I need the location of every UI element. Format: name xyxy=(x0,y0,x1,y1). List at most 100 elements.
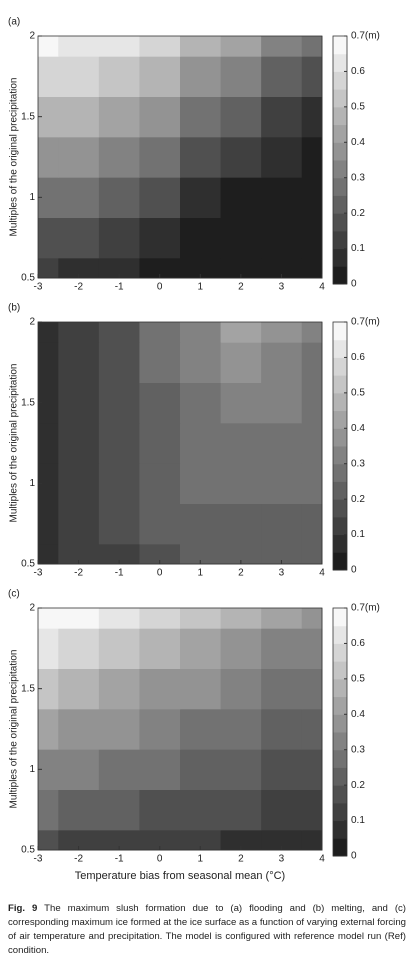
colorbar-tick-label: 0.7(m) xyxy=(351,317,380,328)
contour-cell xyxy=(38,96,59,138)
x-tick-label: 3 xyxy=(279,568,285,579)
contour-cell xyxy=(98,608,140,629)
x-tick-label: -3 xyxy=(34,854,43,865)
contour-cell xyxy=(98,217,140,259)
contour-cell xyxy=(139,342,181,383)
contour-cell xyxy=(180,829,222,851)
contour-cell xyxy=(58,608,100,629)
contour-cell xyxy=(261,382,303,424)
colorbar-band xyxy=(333,446,347,465)
contour-cell xyxy=(98,463,140,504)
contour-cell xyxy=(220,503,262,545)
y-tick-label: 2 xyxy=(29,31,35,42)
contour-cell xyxy=(38,136,59,178)
contour-cell xyxy=(261,422,303,464)
contour-cell xyxy=(301,136,323,178)
contour-cell xyxy=(139,56,181,97)
colorbar-band xyxy=(333,195,347,214)
contour-cell xyxy=(180,608,222,629)
contour-cell xyxy=(301,463,323,504)
colorbar-band xyxy=(333,714,347,733)
colorbar-band xyxy=(333,428,347,447)
contour-cell xyxy=(261,342,303,383)
colorbar-band xyxy=(333,749,347,768)
colorbar-tick-label: 0.3 xyxy=(351,744,365,755)
contour-cell xyxy=(301,789,323,831)
colorbar-band xyxy=(333,124,347,143)
contour-cell xyxy=(98,257,140,279)
contour-cell xyxy=(261,56,303,97)
plot-frame xyxy=(37,607,323,851)
contour-cell xyxy=(220,56,262,97)
contour-cell xyxy=(261,217,303,259)
contour-cell xyxy=(58,463,100,504)
x-tick-label: 1 xyxy=(198,568,204,579)
x-tick-label: 1 xyxy=(198,282,204,293)
x-tick-label: 4 xyxy=(319,282,325,293)
y-tick-label: 1.5 xyxy=(21,683,35,694)
contour-cell xyxy=(98,422,140,464)
contour-cell xyxy=(220,342,262,383)
y-tick-label: 0.5 xyxy=(21,559,35,570)
contour-cell xyxy=(301,177,323,218)
y-tick-label: 1.5 xyxy=(21,111,35,122)
contour-cell xyxy=(58,749,100,790)
contour-cell xyxy=(38,543,59,565)
contour-cell xyxy=(301,422,323,464)
colorbar-tick-label: 0.7(m) xyxy=(351,603,380,614)
contour-cell xyxy=(38,463,59,504)
contour-cell xyxy=(261,257,303,279)
contour-cell xyxy=(180,342,222,383)
contour-cell xyxy=(58,56,100,97)
colorbar-tick-label: 0.1 xyxy=(351,529,365,540)
colorbar-band xyxy=(333,643,347,662)
x-tick-label: -1 xyxy=(115,568,124,579)
colorbar-band xyxy=(333,213,347,232)
colorbar-tick-label: 0.6 xyxy=(351,638,365,649)
colorbar-tick-label: 0.2 xyxy=(351,208,365,219)
contour-cell xyxy=(220,36,262,57)
contour-cell xyxy=(261,668,303,710)
y-tick-label: 0.5 xyxy=(21,273,35,284)
contour-cell xyxy=(220,789,262,831)
contour-cell xyxy=(261,543,303,565)
contour-cell xyxy=(261,628,303,669)
contour-cell xyxy=(38,422,59,464)
contour-cell xyxy=(301,257,323,279)
colorbar-band xyxy=(333,678,347,698)
contour-cell xyxy=(38,342,59,383)
contour-cell xyxy=(58,322,100,343)
contour-cell xyxy=(58,668,100,710)
contour-cell xyxy=(58,829,100,851)
contour-cell xyxy=(139,829,181,851)
y-tick-label: 0.5 xyxy=(21,845,35,856)
contour-cell xyxy=(301,829,323,851)
contour-cell xyxy=(220,322,262,343)
contour-cell xyxy=(58,382,100,424)
contour-cell xyxy=(139,708,181,750)
contour-cell xyxy=(58,543,100,565)
panel-label: (a) xyxy=(8,17,20,28)
figure: -3 -2 -1 0 1 2 3 4 0.5 1 1.5 2 (a) Multiples of the o… xyxy=(8,17,380,882)
y-axis-label: Multiples of the original precipitation xyxy=(9,650,20,809)
colorbar-tick-label: 0.3 xyxy=(351,172,365,183)
colorbar-band xyxy=(333,322,347,341)
x-tick-label: 3 xyxy=(279,854,285,865)
colorbar-band xyxy=(333,266,347,285)
colorbar-band xyxy=(333,534,347,553)
colorbar-frame xyxy=(332,35,348,285)
contour-cell xyxy=(58,36,100,57)
colorbar-band xyxy=(333,357,347,376)
contour-cell xyxy=(38,708,59,750)
colorbar-band xyxy=(333,661,347,680)
contour-cell xyxy=(301,56,323,97)
contour-cell xyxy=(58,503,100,545)
contour-cell xyxy=(301,608,323,629)
caption: Fig. 9 The maximum slush formation due t… xyxy=(8,902,406,958)
contour-cell xyxy=(180,36,222,57)
colorbar-band xyxy=(333,463,347,482)
contour-cell xyxy=(38,608,59,629)
contour-cell xyxy=(301,36,323,57)
colorbar-tick-label: 0.2 xyxy=(351,780,365,791)
contour-cell xyxy=(301,217,323,259)
